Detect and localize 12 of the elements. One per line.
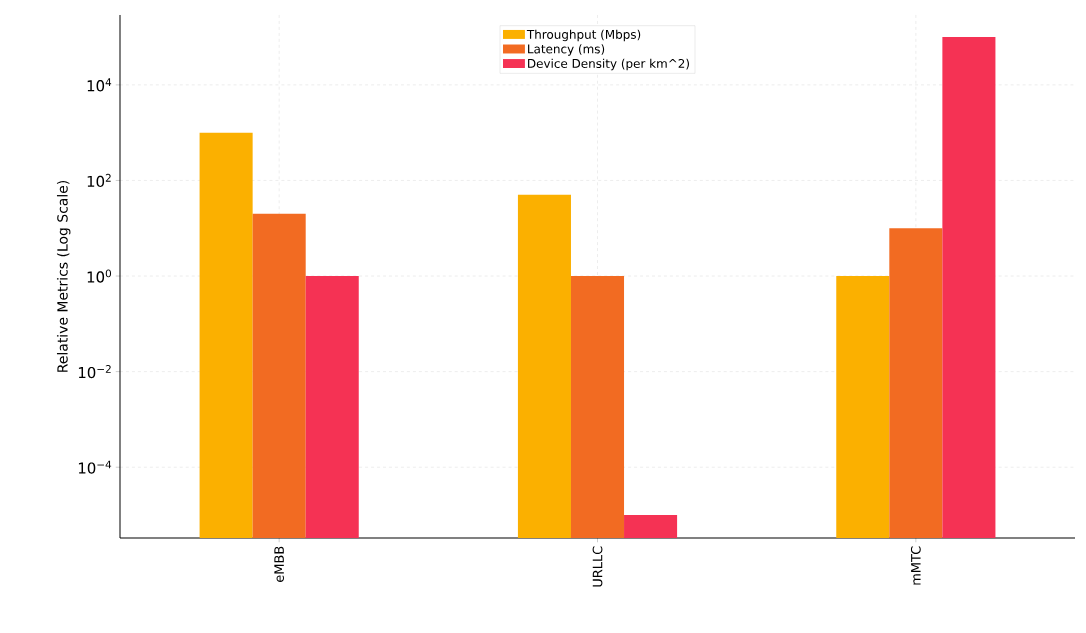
- y-tick-label: 10$^{0}$: [87, 269, 112, 283]
- y-tick-label: 10$^{2}$: [87, 173, 111, 188]
- y-axis-title: Relative Metrics (Log Scale): [56, 180, 71, 372]
- legend-label: Throughput (Mbps): [526, 29, 641, 42]
- legend-label: Latency (ms): [528, 44, 605, 56]
- y-tick-label: 10$^{−4}$: [78, 460, 112, 474]
- y-tick-label: 10$^{4}$: [87, 78, 112, 92]
- x-tick-label: mMTC: [910, 546, 921, 585]
- y-tick-label: 10$^{−2}$: [78, 365, 111, 379]
- x-tick-label: eMBB: [274, 546, 284, 582]
- legend-label: Device Density (per km^2): [528, 58, 689, 71]
- x-tick-label: URLLC: [592, 546, 603, 587]
